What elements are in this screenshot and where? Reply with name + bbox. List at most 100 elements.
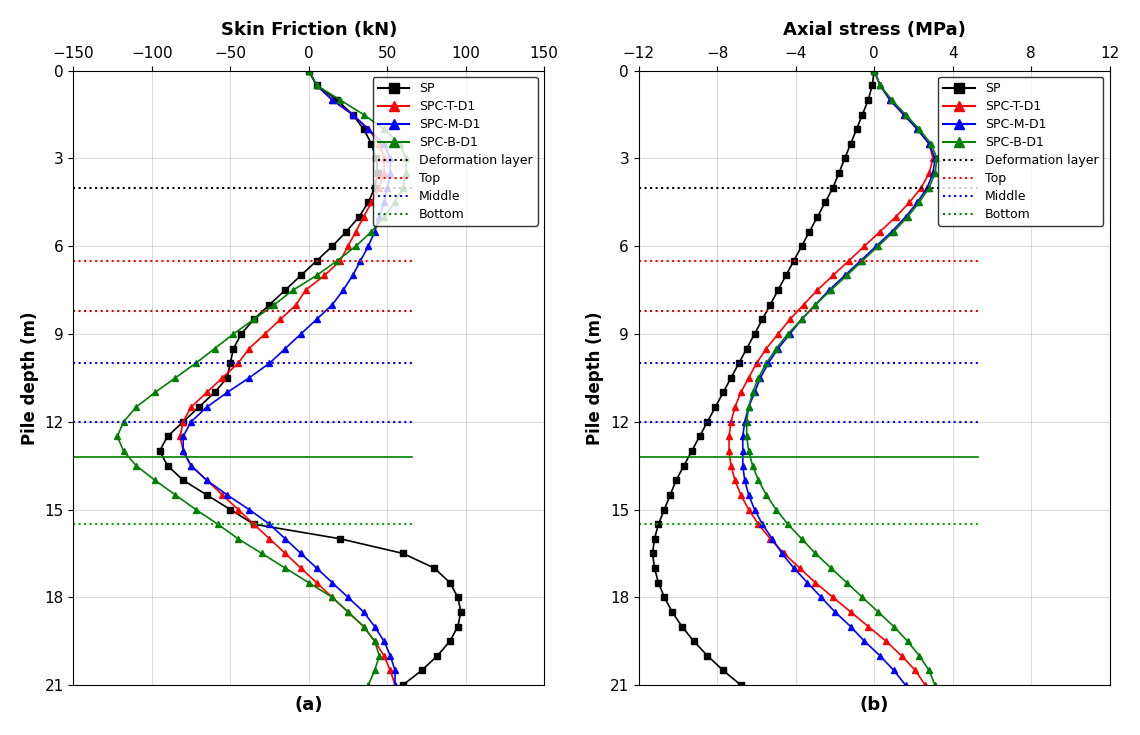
SP <box>764 301 777 309</box>
Line: SPC-B-D1: SPC-B-D1 <box>114 67 409 689</box>
SP <box>658 593 671 602</box>
SPC-T-D1 <box>811 286 824 295</box>
SP <box>161 432 174 441</box>
SP <box>716 388 730 397</box>
SPC-B-D1 <box>759 359 773 368</box>
SP <box>856 110 870 119</box>
SP <box>207 388 221 397</box>
SP <box>819 198 832 207</box>
SPC-M-D1 <box>368 227 382 236</box>
SPC-B-D1 <box>740 417 754 426</box>
SP <box>734 681 748 689</box>
SPC-T-D1 <box>173 432 187 441</box>
SPC-T-D1 <box>325 96 339 104</box>
SPC-B-D1 <box>361 681 375 689</box>
SP <box>357 125 370 134</box>
SPC-T-D1 <box>294 564 308 573</box>
SPC-M-D1 <box>762 359 775 368</box>
SPC-B-D1 <box>930 154 944 163</box>
SPC-B-D1 <box>247 315 261 323</box>
SPC-T-D1 <box>341 608 355 617</box>
Line: SPC-T-D1: SPC-T-D1 <box>177 67 399 689</box>
SPC-B-D1 <box>377 125 391 134</box>
SPC-T-D1 <box>345 110 359 119</box>
SPC-B-D1 <box>901 637 914 645</box>
SPC-T-D1 <box>325 593 339 602</box>
SPC-B-D1 <box>824 564 838 573</box>
SPC-M-D1 <box>887 666 901 675</box>
SP <box>795 242 808 251</box>
SPC-T-D1 <box>290 301 303 309</box>
SPC-M-D1 <box>857 637 871 645</box>
SPC-B-D1 <box>887 227 901 236</box>
SPC-T-D1 <box>373 140 386 148</box>
SPC-B-D1 <box>310 271 324 280</box>
SPC-B-D1 <box>211 520 225 528</box>
SPC-T-D1 <box>734 490 748 499</box>
SP <box>687 637 701 645</box>
SPC-T-D1 <box>844 608 857 617</box>
SPC-T-D1 <box>897 110 911 119</box>
SP <box>862 96 876 104</box>
SP <box>310 257 324 265</box>
SP <box>732 359 746 368</box>
SPC-T-D1 <box>215 490 229 499</box>
SPC-M-D1 <box>294 329 308 338</box>
SPC-T-D1 <box>777 549 791 558</box>
SPC-B-D1 <box>742 403 756 412</box>
SPC-B-D1 <box>148 388 162 397</box>
SPC-B-D1 <box>373 651 386 660</box>
SPC-M-D1 <box>357 608 370 617</box>
SPC-T-D1 <box>333 257 347 265</box>
SPC-T-D1 <box>349 227 363 236</box>
SPC-B-D1 <box>302 66 316 75</box>
SPC-M-D1 <box>368 622 382 631</box>
SPC-B-D1 <box>808 549 822 558</box>
Line: SP: SP <box>649 67 878 689</box>
SP <box>369 154 383 163</box>
SPC-T-D1 <box>185 403 198 412</box>
SPC-M-D1 <box>185 462 198 470</box>
SPC-T-D1 <box>919 681 933 689</box>
SPC-B-D1 <box>887 622 901 631</box>
SPC-M-D1 <box>754 373 767 382</box>
SP <box>811 212 824 221</box>
SPC-M-D1 <box>873 81 887 90</box>
SP <box>677 462 691 470</box>
SPC-T-D1 <box>914 183 928 192</box>
SPC-M-D1 <box>922 140 936 148</box>
SPC-M-D1 <box>389 681 402 689</box>
SPC-M-D1 <box>336 286 350 295</box>
SPC-B-D1 <box>795 534 808 543</box>
SPC-B-D1 <box>333 96 347 104</box>
SPC-T-D1 <box>357 622 370 631</box>
SPC-B-D1 <box>873 81 887 90</box>
SP <box>645 549 659 558</box>
SPC-B-D1 <box>751 476 765 484</box>
SPC-B-D1 <box>840 271 854 280</box>
Line: SPC-T-D1: SPC-T-D1 <box>725 67 936 689</box>
SPC-T-D1 <box>383 666 397 675</box>
SP <box>278 286 292 295</box>
SPC-T-D1 <box>215 373 229 382</box>
SP <box>787 257 800 265</box>
SPC-T-D1 <box>299 286 312 295</box>
SP <box>247 315 261 323</box>
Legend: SP, SPC-T-D1, SPC-M-D1, SPC-B-D1, Deformation layer, Top, Middle, Bottom: SP, SPC-T-D1, SPC-M-D1, SPC-B-D1, Deform… <box>938 77 1104 226</box>
SPC-B-D1 <box>365 227 378 236</box>
SPC-T-D1 <box>873 81 887 90</box>
SPC-T-D1 <box>783 315 797 323</box>
SPC-M-D1 <box>341 593 355 602</box>
SPC-T-D1 <box>764 534 777 543</box>
SPC-M-D1 <box>361 125 375 134</box>
SPC-M-D1 <box>243 373 256 382</box>
SPC-B-D1 <box>922 183 936 192</box>
SPC-M-D1 <box>310 81 324 90</box>
SP <box>220 373 234 382</box>
SP <box>443 578 457 587</box>
SPC-B-D1 <box>268 301 282 309</box>
SP <box>740 344 754 353</box>
SPC-M-D1 <box>868 66 881 75</box>
SPC-B-D1 <box>341 608 355 617</box>
SPC-M-D1 <box>345 271 359 280</box>
